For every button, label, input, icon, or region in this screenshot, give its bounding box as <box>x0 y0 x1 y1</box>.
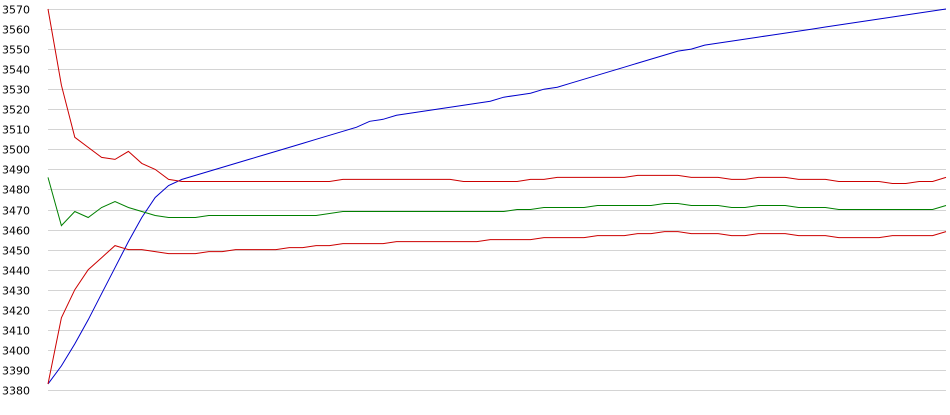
y-tick-label: 3450 <box>2 245 30 258</box>
y-tick-label: 3470 <box>2 205 30 218</box>
y-tick-label: 3420 <box>2 305 30 318</box>
y-tick-label: 3560 <box>2 24 30 37</box>
y-tick-label: 3500 <box>2 144 30 157</box>
y-tick-label: 3440 <box>2 265 30 278</box>
y-tick-label: 3380 <box>2 385 30 398</box>
y-tick-label: 3480 <box>2 184 30 197</box>
y-tick-label: 3390 <box>2 365 30 378</box>
y-tick-label: 3460 <box>2 225 30 238</box>
series-lines <box>47 8 947 385</box>
y-tick-label: 3530 <box>2 84 30 97</box>
series-line-1 <box>47 8 947 385</box>
gridlines <box>48 9 946 391</box>
series-line-3 <box>47 177 947 227</box>
y-tick-label: 3490 <box>2 164 30 177</box>
y-tick-label: 3570 <box>2 4 30 17</box>
series-line-2 <box>47 8 947 184</box>
y-axis-tick-labels: 3570 3560 3550 3540 3530 3520 3510 3500 3490 3480… <box>2 4 30 398</box>
y-tick-label: 3410 <box>2 325 30 338</box>
series-line-4 <box>47 231 947 385</box>
y-tick-label: 3550 <box>2 44 30 57</box>
y-tick-label: 3430 <box>2 285 30 298</box>
y-tick-label: 3510 <box>2 124 30 137</box>
y-tick-label: 3400 <box>2 345 30 358</box>
y-tick-label: 3540 <box>2 64 30 77</box>
y-tick-label: 3520 <box>2 104 30 117</box>
